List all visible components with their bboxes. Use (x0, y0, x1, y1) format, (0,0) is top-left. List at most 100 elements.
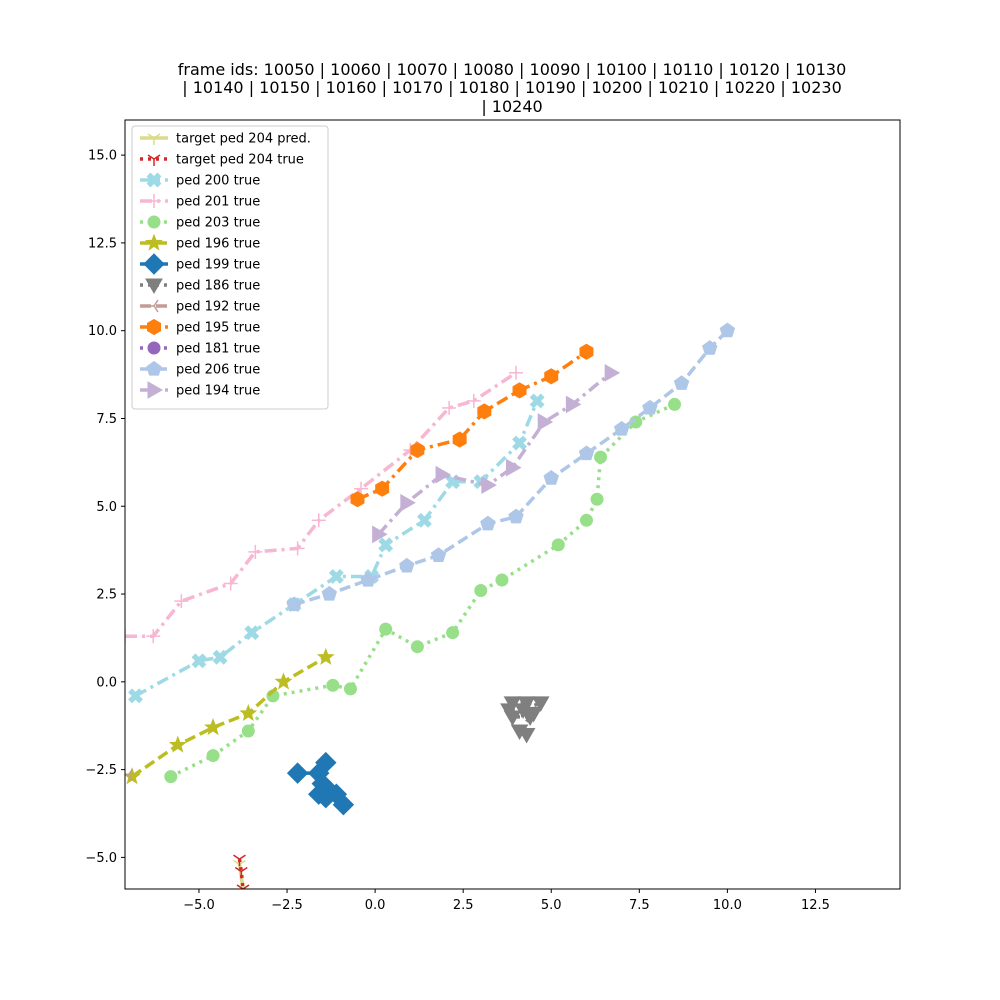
data-point (400, 493, 416, 512)
legend-marker (147, 154, 161, 166)
data-point (452, 431, 467, 448)
legend-entry: ped 195 true (140, 318, 260, 336)
legend-marker (145, 278, 163, 295)
data-point (244, 625, 260, 641)
legend-marker (147, 133, 161, 145)
data-point (543, 470, 559, 485)
data-point (128, 688, 144, 704)
legend-marker (147, 215, 161, 229)
data-point (446, 626, 460, 640)
x-tick-label: −2.5 (271, 898, 303, 913)
data-point (375, 480, 390, 497)
series-7 (500, 696, 550, 744)
data-point (416, 512, 432, 528)
series-line (134, 400, 539, 698)
data-point (466, 393, 481, 408)
x-tick-label: 7.5 (629, 898, 650, 913)
legend-label: ped 206 true (176, 363, 260, 378)
legend-marker (147, 341, 161, 355)
legend-entry: ped 201 true (140, 194, 260, 210)
legend-entry: ped 186 true (140, 278, 260, 295)
legend-label: ped 196 true (176, 237, 260, 252)
data-point (702, 340, 718, 355)
data-point (286, 762, 309, 784)
data-point (544, 368, 559, 385)
data-point (719, 322, 736, 338)
data-point (164, 770, 178, 784)
legend-label: ped 200 true (176, 174, 260, 189)
y-tick-label: 2.5 (96, 588, 117, 603)
legend: target ped 204 pred. target ped 204 true p… (131, 125, 329, 410)
x-tick-label: 5.0 (541, 898, 562, 913)
series-line (131, 655, 327, 779)
x-tick-label: 2.5 (453, 898, 474, 913)
data-point (311, 513, 326, 528)
x-tick-label: 0.0 (365, 898, 386, 913)
data-point (146, 629, 161, 644)
legend-label: ped 195 true (176, 321, 260, 336)
legend-label: ped 199 true (176, 258, 260, 273)
series-11 (286, 322, 736, 612)
legend-entry: ped 199 true (140, 253, 260, 275)
x-tick-label: 10.0 (713, 898, 742, 913)
data-point (372, 525, 388, 544)
data-point (233, 854, 246, 867)
data-point (430, 547, 447, 562)
chart-title: frame ids: 10050 | 10060 | 10070 | 10080… (178, 60, 847, 116)
data-point (290, 541, 305, 556)
data-point (328, 569, 344, 584)
y-tick-label: −2.5 (85, 763, 117, 778)
y-axis: −5.0 −2.5 0.0 2.5 5.0 7.5 10.0 12.5 15.0 (85, 149, 125, 866)
data-point (234, 866, 248, 879)
data-point (642, 399, 658, 415)
data-point (512, 382, 527, 399)
data-point (442, 400, 457, 415)
legend-entry: ped 206 true (140, 360, 260, 378)
legend-entry: ped 181 true (140, 341, 260, 357)
data-point (236, 884, 250, 889)
data-point (223, 576, 238, 591)
legend-label: ped 203 true (176, 216, 260, 231)
series-9 (350, 343, 594, 508)
legend-marker (147, 194, 161, 208)
data-point (332, 794, 355, 816)
data-point (168, 735, 187, 753)
title-line-2: | 10140 | 10150 | 10160 | 10170 | 10180 … (182, 78, 842, 97)
legend-marker (143, 253, 165, 275)
data-point (239, 703, 258, 722)
data-point (579, 343, 594, 360)
y-tick-label: 12.5 (88, 236, 117, 251)
x-tick-label: −5.0 (183, 898, 215, 913)
data-point (521, 710, 539, 726)
series-1 (233, 854, 250, 889)
data-point (315, 751, 337, 774)
data-point (474, 584, 488, 598)
legend-box (131, 125, 329, 410)
y-tick-label: 5.0 (96, 500, 117, 515)
legend-label: ped 186 true (176, 279, 260, 294)
data-point (378, 537, 394, 553)
legend-label: target ped 204 true (176, 153, 304, 168)
data-point (316, 647, 335, 665)
y-tick-label: 10.0 (88, 324, 117, 339)
data-point (286, 596, 302, 612)
data-point (613, 420, 630, 436)
data-point (360, 571, 376, 587)
legend-entry: ped 196 true (140, 233, 260, 252)
series-6 (286, 751, 355, 816)
data-point (529, 393, 545, 409)
data-point (565, 395, 582, 414)
legend-marker (147, 318, 161, 336)
data-point (274, 672, 293, 690)
legend-entry: ped 200 true (140, 172, 260, 189)
data-point (594, 450, 608, 464)
data-point (206, 749, 220, 763)
series-4 (164, 397, 682, 784)
data-point (350, 491, 365, 508)
data-point (673, 375, 690, 390)
x-axis: −5.0 −2.5 0.0 2.5 5.0 7.5 10.0 12.5 (183, 889, 830, 913)
series-12 (372, 363, 621, 544)
data-point (578, 445, 595, 461)
legend-entry: ped 203 true (140, 215, 260, 231)
